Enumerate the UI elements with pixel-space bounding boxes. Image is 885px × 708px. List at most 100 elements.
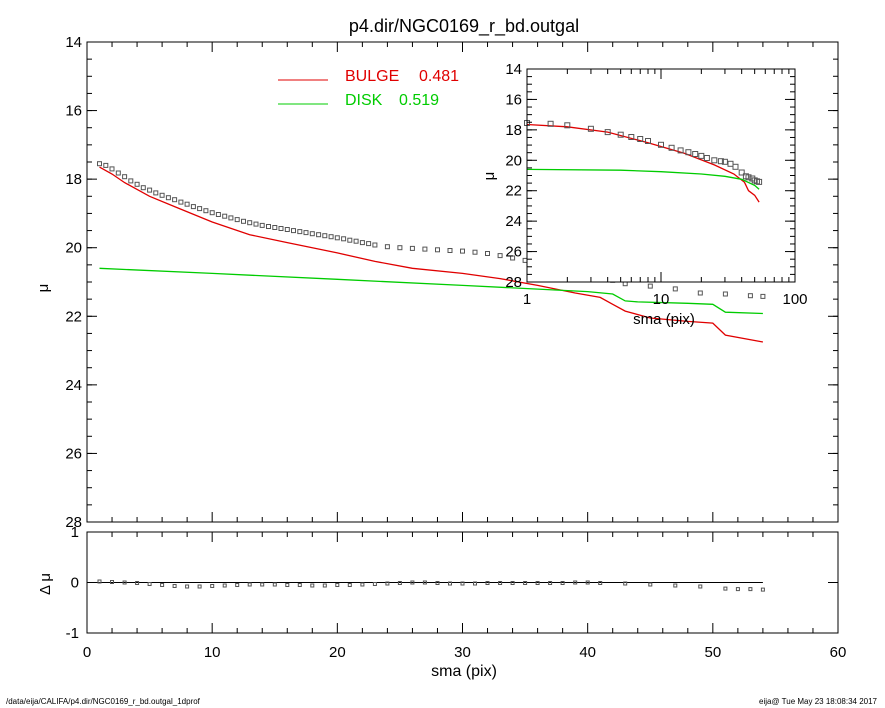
residual-data-point bbox=[473, 581, 477, 586]
inset-series-disk-line bbox=[526, 168, 760, 190]
main-data-point bbox=[303, 230, 309, 236]
inset-y-tick-label: 28 bbox=[505, 274, 522, 291]
inset-data-point bbox=[692, 151, 699, 157]
residual-data-point bbox=[210, 584, 215, 588]
residual-data-point bbox=[598, 581, 603, 585]
main-data-point bbox=[297, 229, 303, 235]
inset-y-tick-label: 18 bbox=[505, 122, 522, 139]
residual-data-point bbox=[548, 581, 553, 585]
main-data-point bbox=[722, 291, 728, 297]
main-y-tick-label: 20 bbox=[65, 240, 82, 257]
main-y-tick-label: 28 bbox=[65, 514, 82, 531]
inset-axes: 14 16 18 20 22 24 26 281 10 100 bbox=[505, 61, 807, 308]
legend-value-disk: 0.519 bbox=[399, 92, 439, 109]
main-y-tick-label: 24 bbox=[65, 377, 82, 394]
inset-y-axis-label: μ bbox=[481, 172, 498, 181]
residual-data-point bbox=[535, 581, 540, 585]
main-data-point bbox=[347, 237, 353, 243]
residual-data-point bbox=[285, 583, 290, 587]
inset-x-tick-label: 100 bbox=[782, 291, 807, 308]
residual-data-point bbox=[435, 581, 440, 585]
main-data-point bbox=[322, 233, 328, 239]
main-data-point bbox=[341, 236, 347, 242]
residual-data-point bbox=[310, 583, 315, 588]
inset-data-point bbox=[628, 134, 635, 140]
inset-data-point bbox=[645, 138, 651, 144]
main-y-tick-label: 18 bbox=[65, 171, 82, 188]
inset-y-tick-label: 14 bbox=[505, 61, 522, 78]
inset-data-point bbox=[658, 141, 664, 148]
residual-data-point bbox=[760, 587, 765, 592]
residual-data-point bbox=[560, 581, 565, 585]
main-data-point bbox=[647, 283, 653, 289]
residual-series-group bbox=[97, 579, 765, 592]
main-data-point bbox=[197, 206, 203, 212]
main-data-point bbox=[247, 220, 253, 226]
inset-y-tick-label: 22 bbox=[505, 183, 522, 200]
main-data-point bbox=[172, 197, 178, 203]
legend: BULGE 0.481 DISK 0.519 bbox=[278, 68, 459, 109]
residual-y-tick-label: 1 bbox=[71, 524, 79, 541]
residual-data-point bbox=[122, 580, 127, 585]
residual-data-point bbox=[347, 583, 352, 587]
residual-y-tick-label: -1 bbox=[66, 625, 79, 642]
main-y-tick-label: 14 bbox=[65, 34, 82, 51]
main-data-point bbox=[253, 221, 259, 227]
main-data-point bbox=[372, 242, 378, 248]
main-data-point bbox=[460, 248, 465, 254]
residual-data-point bbox=[573, 580, 578, 585]
main-data-point bbox=[485, 251, 490, 256]
residual-data-point bbox=[410, 580, 415, 585]
inset-data-point bbox=[703, 155, 710, 161]
main-data-point bbox=[397, 245, 403, 251]
main-data-point bbox=[316, 232, 322, 238]
main-y-axis: 14 16 18 20 22 24 26 28 bbox=[65, 34, 839, 531]
main-data-point bbox=[184, 201, 190, 207]
residual-data-point bbox=[485, 581, 490, 585]
inset-data-point bbox=[738, 169, 745, 176]
main-data-point bbox=[140, 185, 146, 191]
residual-data-point bbox=[272, 582, 277, 587]
residual-data-point bbox=[260, 582, 265, 587]
inset-data-point bbox=[637, 136, 644, 142]
main-data-point bbox=[510, 255, 516, 261]
main-data-point bbox=[284, 227, 290, 232]
inset-y-tick-label: 16 bbox=[505, 91, 522, 108]
residual-data-point bbox=[147, 582, 152, 586]
inset-data-point bbox=[756, 178, 763, 185]
main-data-point bbox=[109, 166, 115, 172]
residual-data-point bbox=[735, 587, 740, 592]
main-y-tick-label: 16 bbox=[65, 103, 82, 120]
inset-data-point bbox=[617, 131, 624, 138]
main-data-point bbox=[234, 217, 240, 223]
main-data-point bbox=[359, 240, 365, 246]
main-data-point bbox=[228, 215, 234, 221]
inset-data-point bbox=[668, 144, 675, 151]
residual-data-point bbox=[460, 581, 465, 586]
chart-title: p4.dir/NGC0169_r_bd.outgal bbox=[349, 16, 579, 37]
footer-left: /data/eija/CALIFA/p4.dir/NGC0169_r_bd.ou… bbox=[6, 697, 201, 706]
residual-x-tick-label: 30 bbox=[454, 644, 471, 661]
main-data-point bbox=[128, 178, 134, 184]
residual-data-point bbox=[172, 584, 177, 588]
main-data-point bbox=[435, 247, 440, 253]
main-data-point bbox=[241, 218, 246, 224]
main-series-group bbox=[97, 161, 766, 343]
residual-data-point bbox=[698, 584, 703, 589]
main-data-point bbox=[97, 161, 102, 167]
residual-x-tick-label: 10 bbox=[204, 644, 221, 661]
residual-y-axis-label: Δ μ bbox=[37, 573, 54, 595]
inset-series-bulge-line bbox=[526, 123, 760, 203]
residual-data-point bbox=[673, 583, 678, 588]
inset-data-point bbox=[698, 152, 705, 159]
main-data-point bbox=[103, 162, 109, 168]
main-data-point bbox=[353, 238, 359, 244]
inset-data-point bbox=[732, 163, 739, 170]
main-data-point bbox=[447, 248, 453, 253]
residual-data-point bbox=[422, 580, 427, 585]
main-data-point bbox=[497, 253, 503, 259]
main-data-point bbox=[222, 213, 228, 219]
main-data-point bbox=[115, 170, 121, 176]
residual-data-point bbox=[235, 583, 240, 587]
